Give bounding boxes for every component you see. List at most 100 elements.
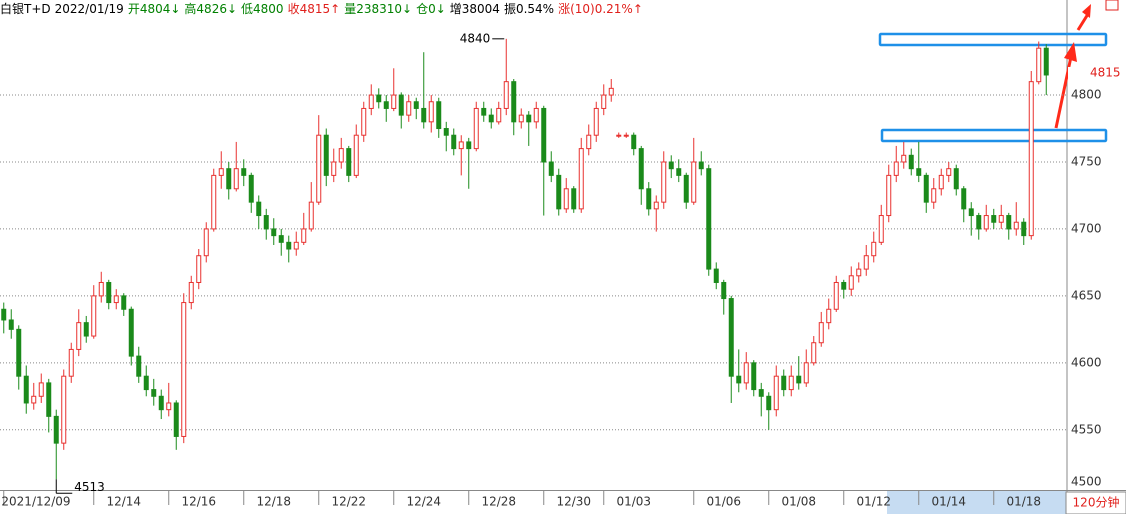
- candle-body: [548, 161, 554, 176]
- candle-body: [271, 228, 277, 237]
- candle-body: [293, 241, 299, 250]
- candle-body: [511, 81, 517, 123]
- candle-body: [331, 161, 337, 176]
- candle-body: [346, 148, 352, 176]
- candle-body: [106, 281, 112, 304]
- candle-body: [16, 328, 22, 377]
- candle-body: [788, 375, 794, 391]
- x-tick-label: 12/30: [556, 495, 591, 509]
- candle-body: [608, 87, 614, 96]
- candle-body: [668, 161, 674, 170]
- candle-body: [428, 101, 434, 123]
- candle-body: [706, 168, 712, 270]
- increase: 增38004: [449, 2, 500, 16]
- candle-body: [1036, 47, 1042, 83]
- axis-selection: [887, 491, 1066, 514]
- candle-body: [713, 268, 719, 283]
- candle-body: [796, 375, 802, 384]
- candle-body: [398, 94, 404, 116]
- corner-icon: [1105, 0, 1119, 11]
- candle-body: [818, 322, 824, 344]
- x-tick-label: 12/28: [481, 495, 516, 509]
- x-tick-label: 12/24: [406, 495, 441, 509]
- candle-body: [736, 375, 742, 384]
- candle-body: [556, 174, 562, 210]
- candle-body: [638, 148, 644, 190]
- y-tick-label: 4600: [1071, 355, 1102, 369]
- arrow-head: [1082, 4, 1091, 18]
- candle-body: [188, 281, 194, 304]
- x-tick-label: 12/14: [106, 495, 141, 509]
- candle-body: [676, 168, 682, 176]
- candle-body: [383, 101, 389, 109]
- candle-body: [203, 228, 209, 257]
- candle-body: [728, 298, 734, 377]
- candle-body: [316, 134, 322, 203]
- candle-body: [38, 382, 44, 397]
- candle-body: [683, 174, 689, 203]
- x-tick-label: 01/08: [781, 495, 816, 509]
- candle-body: [721, 281, 727, 300]
- candle-body: [751, 362, 757, 391]
- candle-body: [286, 241, 292, 250]
- candle-body: [308, 201, 314, 230]
- candle-body: [961, 188, 967, 210]
- candle-body: [301, 228, 307, 243]
- candle-body: [241, 168, 247, 176]
- candle-body: [1043, 47, 1049, 76]
- candle-body: [406, 101, 412, 116]
- candle-body: [323, 134, 329, 176]
- candle-body: [893, 161, 899, 176]
- candle-body: [976, 215, 982, 230]
- candle-body: [848, 275, 854, 290]
- x-tick-label: 01/14: [931, 495, 966, 509]
- candle-body: [841, 281, 847, 290]
- candle-body: [766, 395, 772, 411]
- high-label: 4840: [460, 31, 491, 45]
- candle-body: [646, 188, 652, 210]
- candle-body: [856, 268, 862, 277]
- candle-body: [23, 375, 29, 404]
- candle-body: [503, 81, 509, 109]
- candle-body: [758, 389, 764, 397]
- candle-body: [518, 114, 524, 123]
- candle-body: [533, 107, 539, 123]
- candle-body: [908, 154, 914, 170]
- candle-body: [968, 208, 974, 217]
- candle-body: [113, 295, 119, 304]
- candle-body: [1013, 221, 1019, 230]
- candle-body: [98, 281, 104, 297]
- arrow: [1054, 51, 1074, 129]
- candle-body: [256, 201, 262, 217]
- amplitude: 振0.54%: [503, 2, 555, 16]
- candle-body: [91, 295, 97, 337]
- candle-body: [983, 215, 989, 230]
- candle-body: [923, 174, 929, 203]
- candle-body: [623, 134, 629, 137]
- candle-body: [886, 174, 892, 217]
- candle-body: [8, 319, 14, 330]
- highlight-box: [880, 128, 1108, 143]
- candle-body: [143, 375, 149, 391]
- candle-body: [278, 235, 284, 243]
- candle-body: [488, 114, 494, 123]
- y-tick-label: 4550: [1071, 422, 1102, 436]
- candle-body: [263, 215, 269, 230]
- period-box: [1065, 491, 1126, 514]
- candle-body: [211, 174, 217, 230]
- candle-body: [931, 188, 937, 203]
- x-tick-label: 12/16: [181, 495, 216, 509]
- candle-body: [526, 114, 532, 123]
- y-tick-label: 4750: [1071, 154, 1102, 168]
- candle-body: [916, 168, 922, 176]
- quote-header: 白银T+D 2022/01/19 开4804↓ 高4826↓ 低4800 收4815↑ 量2…: [0, 0, 647, 16]
- symbol: 白银T+D: [0, 2, 51, 16]
- candle-body: [781, 375, 787, 391]
- candle-body: [481, 107, 487, 116]
- candle-body: [901, 154, 907, 163]
- position: 仓0↓: [416, 2, 446, 16]
- last-price-label: 4815: [1090, 65, 1121, 79]
- candle-body: [563, 188, 569, 210]
